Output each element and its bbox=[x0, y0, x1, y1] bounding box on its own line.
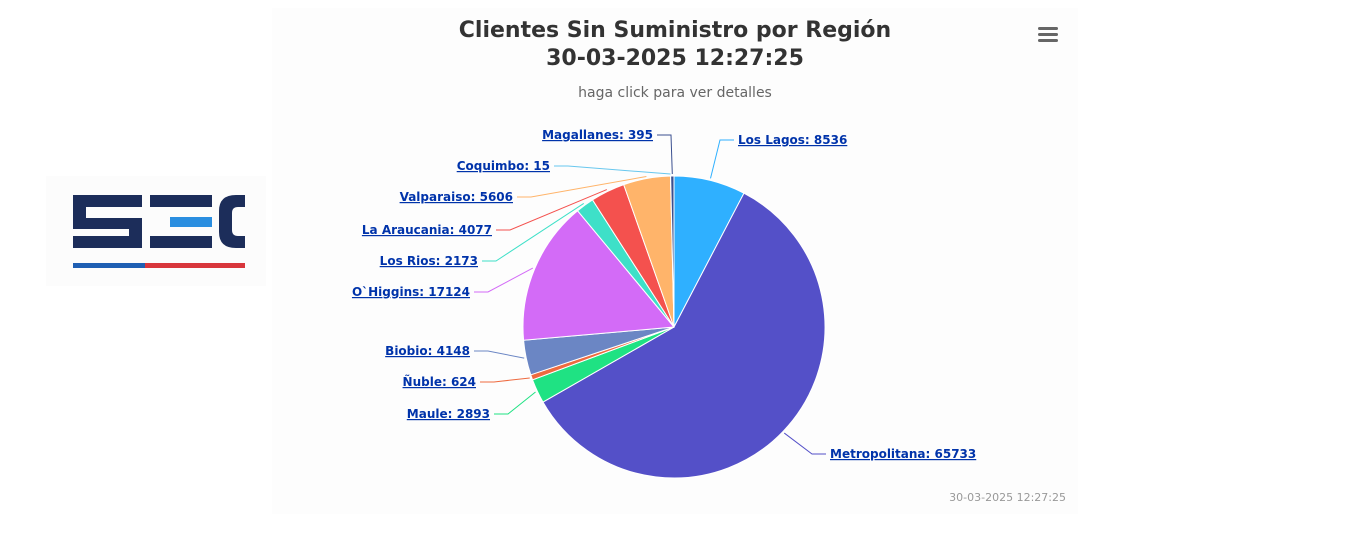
hamburger-menu-icon bbox=[1038, 27, 1058, 42]
pie-slice-metropolitana[interactable] bbox=[542, 192, 826, 479]
pie-connector-line bbox=[710, 139, 734, 179]
pie-data-label[interactable]: Magallanes: 395 bbox=[542, 128, 653, 142]
chart-subtitle: haga click para ver detalles bbox=[578, 85, 772, 101]
pie-connector-line bbox=[480, 377, 530, 383]
pie-slice-o-higgins[interactable] bbox=[522, 210, 675, 341]
chart-title: Clientes Sin Suministro por Región 30-03… bbox=[272, 17, 1078, 73]
pie-data-label[interactable]: Valparaiso: 5606 bbox=[400, 190, 513, 204]
chart-title-line1: Clientes Sin Suministro por Región bbox=[458, 18, 892, 43]
sec-logo-icon bbox=[73, 195, 245, 268]
chart-credit-timestamp: 30-03-2025 12:27:25 bbox=[949, 491, 1066, 504]
pie-data-label[interactable]: Biobio: 4148 bbox=[385, 344, 470, 358]
pie-data-label[interactable]: O`Higgins: 17124 bbox=[352, 285, 470, 299]
pie-connector-line bbox=[496, 189, 608, 231]
chart-title-line2: 30-03-2025 12:27:25 bbox=[546, 46, 804, 71]
pie-data-label[interactable]: Los Lagos: 8536 bbox=[738, 133, 847, 147]
chart-menu-button[interactable] bbox=[1032, 22, 1064, 48]
pie-connector-line bbox=[517, 176, 647, 198]
pie-slice-magallanes[interactable] bbox=[670, 175, 675, 328]
pie-connector-line bbox=[783, 432, 826, 455]
sec-logo bbox=[46, 176, 266, 286]
pie-connector-line bbox=[482, 203, 585, 262]
pie-connector-line bbox=[657, 134, 673, 175]
pie-connector-line bbox=[474, 350, 525, 359]
pie-data-label[interactable]: Ñuble: 624 bbox=[403, 374, 476, 389]
pie-data-label[interactable]: Los Rios: 2173 bbox=[380, 254, 478, 268]
pie-connector-line bbox=[494, 391, 536, 415]
pie-connector-line bbox=[474, 267, 534, 293]
pie-data-label[interactable]: Maule: 2893 bbox=[407, 407, 490, 421]
pie-connector-line bbox=[554, 165, 671, 175]
pie-data-label[interactable]: La Araucania: 4077 bbox=[362, 223, 492, 237]
pie-data-label[interactable]: Metropolitana: 65733 bbox=[830, 447, 976, 461]
pie-data-label[interactable]: Coquimbo: 15 bbox=[457, 159, 550, 173]
